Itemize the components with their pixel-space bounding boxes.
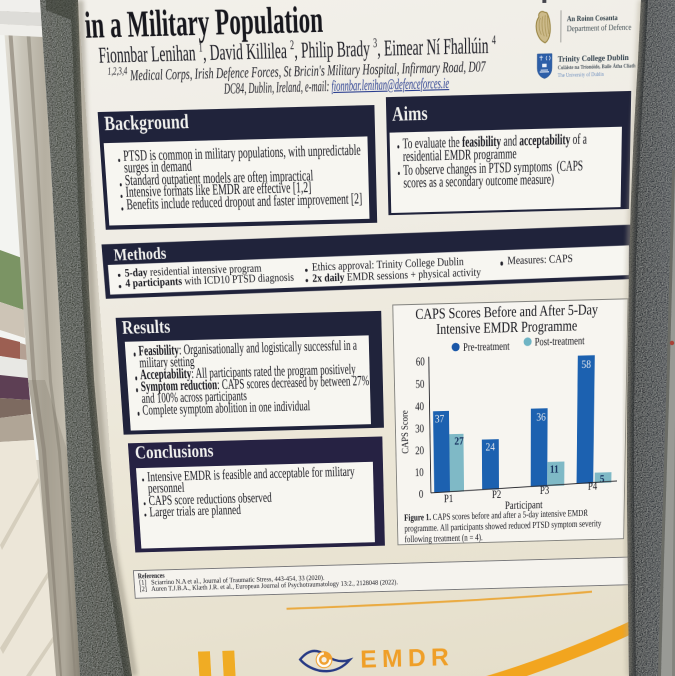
svg-text:40: 40 xyxy=(415,400,424,413)
svg-text:Trinity College Dublin: Trinity College Dublin xyxy=(557,52,629,63)
svg-text:EMDR: EMDR xyxy=(360,643,454,673)
svg-text:CAPS Score: CAPS Score xyxy=(400,410,411,454)
svg-text:24: 24 xyxy=(486,441,496,454)
svg-text:20: 20 xyxy=(415,444,424,457)
svg-text:Pre-treatment: Pre-treatment xyxy=(463,340,510,354)
svg-text:P3: P3 xyxy=(540,484,549,497)
svg-text:30: 30 xyxy=(415,422,424,435)
svg-text:10: 10 xyxy=(415,466,424,479)
svg-text:50: 50 xyxy=(415,378,424,391)
svg-text:An Roinn Cosanta: An Roinn Cosanta xyxy=(567,13,618,23)
svg-text:CAPS Scores Before and After 5: CAPS Scores Before and After 5-Day xyxy=(415,302,598,323)
svg-text:following treatment (n = 4).: following treatment (n = 4). xyxy=(404,532,482,545)
svg-text:27: 27 xyxy=(454,435,464,448)
svg-text:11: 11 xyxy=(550,463,559,475)
svg-text:P2: P2 xyxy=(492,488,501,501)
svg-text:Figure 1. CAPS scores before a: Figure 1. CAPS scores before and after a… xyxy=(404,508,588,524)
svg-text:The University of Dublin: The University of Dublin xyxy=(557,72,604,78)
svg-text:0: 0 xyxy=(419,488,424,501)
svg-text:60: 60 xyxy=(416,355,425,368)
svg-text:Department of Defence: Department of Defence xyxy=(567,22,632,33)
svg-text:Coláiste na Tríonóide, Baile Á: Coláiste na Tríonóide, Baile Átha Cliath xyxy=(557,63,635,71)
svg-text:P4: P4 xyxy=(588,480,597,493)
svg-text:Intensive EMDR Programme: Intensive EMDR Programme xyxy=(436,318,577,338)
svg-text:Participant: Participant xyxy=(505,498,543,512)
svg-text:Post-treatment: Post-treatment xyxy=(535,335,586,349)
svg-text:58: 58 xyxy=(581,358,591,371)
svg-text:37: 37 xyxy=(435,413,445,426)
svg-text:P1: P1 xyxy=(444,492,453,505)
svg-text:5: 5 xyxy=(600,473,605,485)
svg-text:36: 36 xyxy=(536,411,546,424)
